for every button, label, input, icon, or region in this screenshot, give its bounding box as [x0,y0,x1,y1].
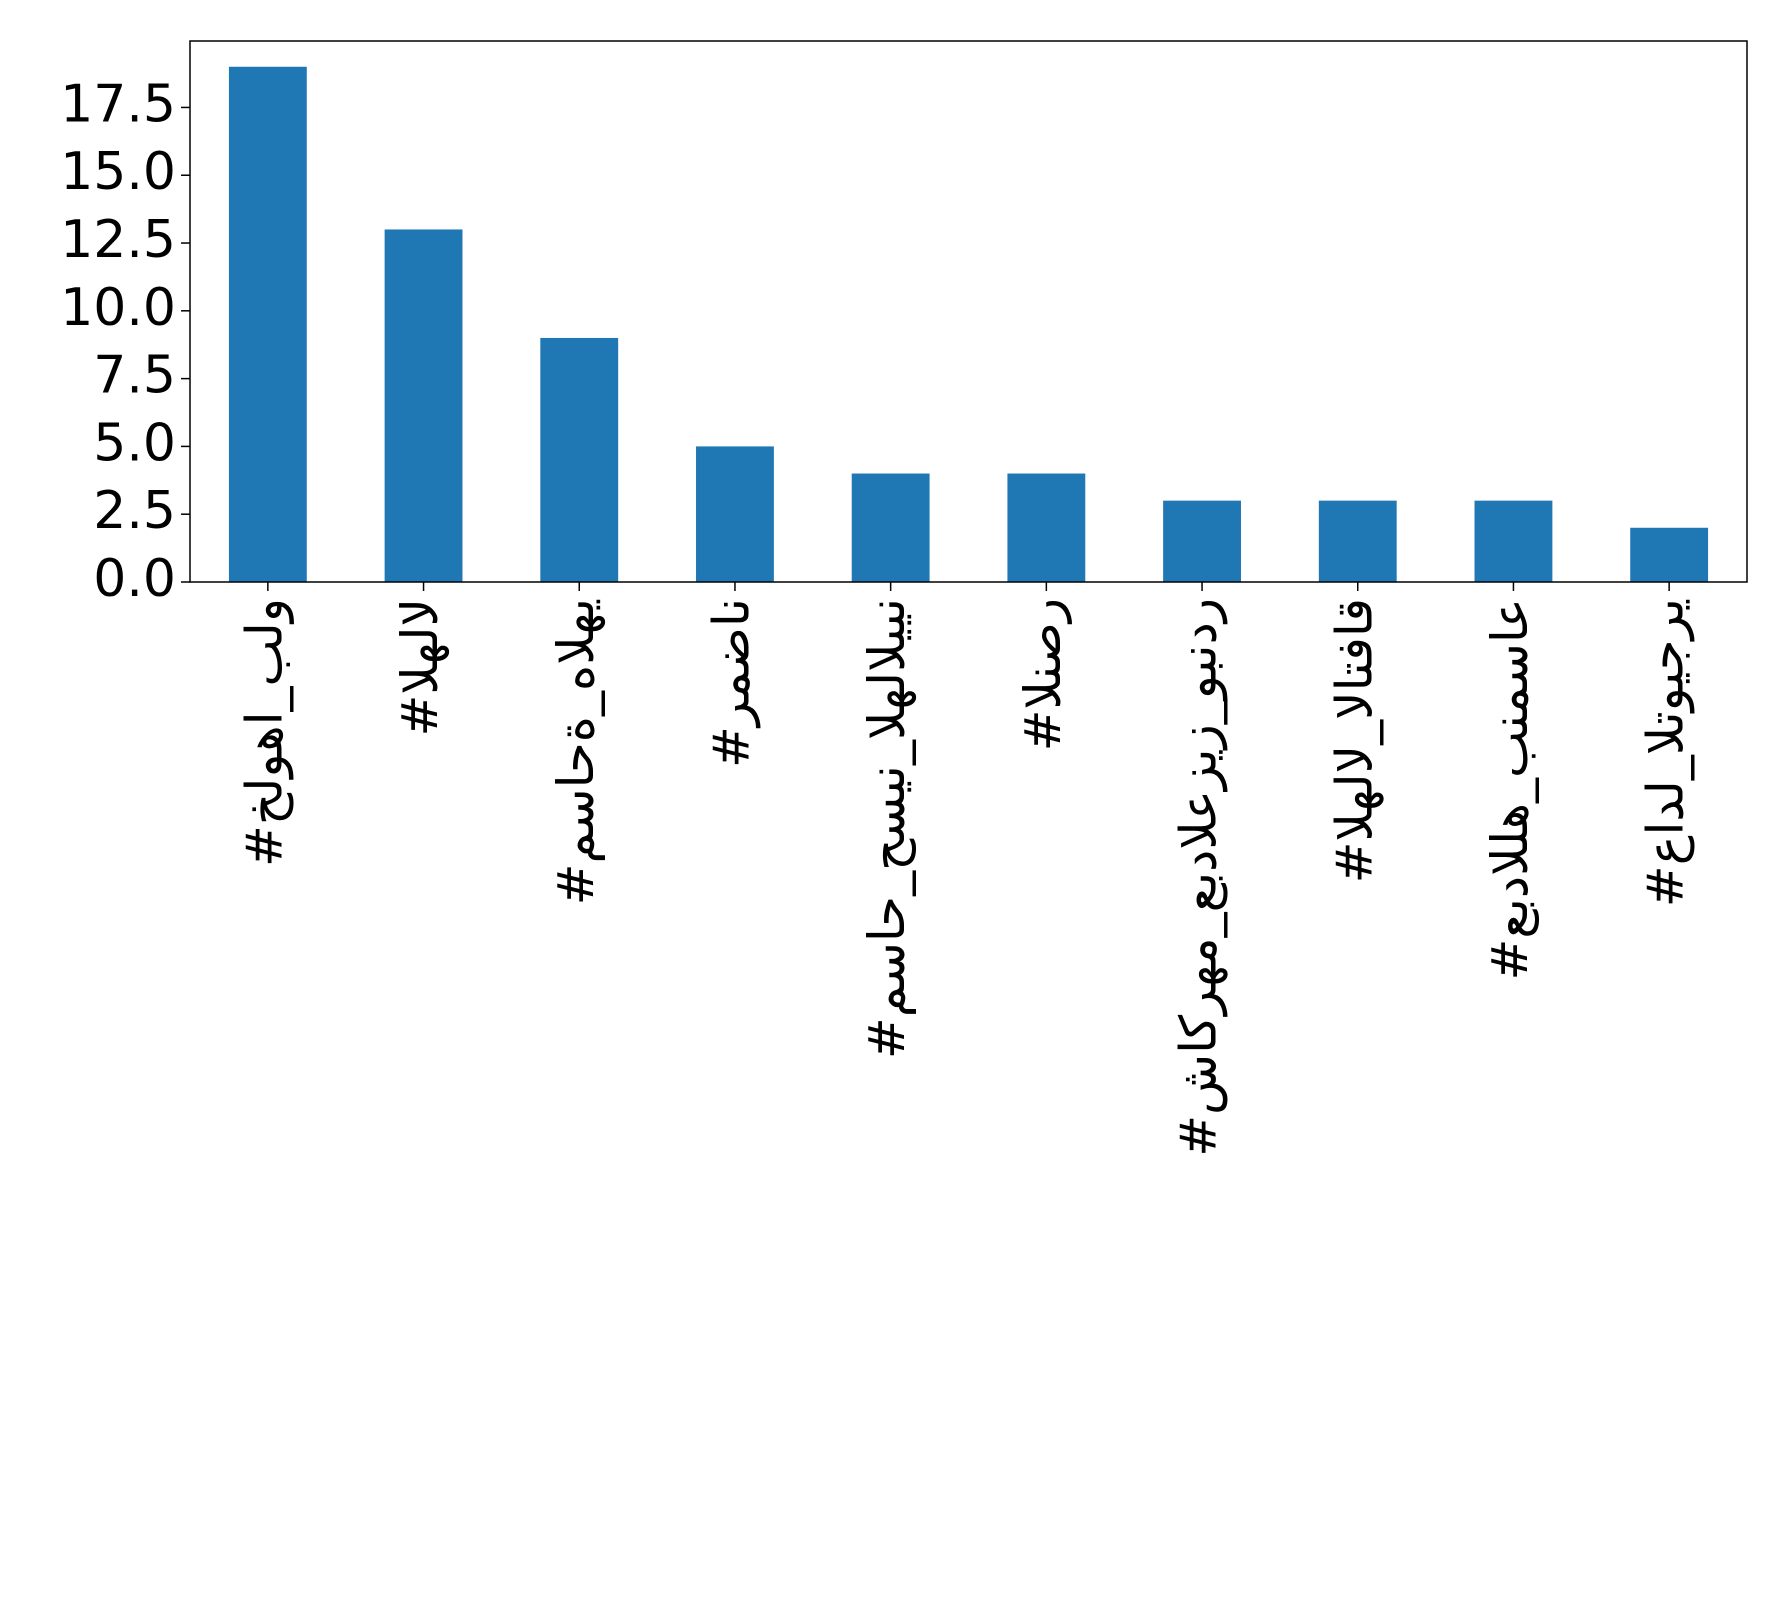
x-tick-label: #خلوها_بلو [235,598,294,867]
bar [1474,500,1553,582]
y-tick-label: 12.5 [60,210,176,270]
bar [228,66,307,582]
x-tick-label: #مساحة_هالهي [547,598,606,905]
bar [1163,500,1241,582]
y-tick-label: 0.0 [93,549,176,609]
x-tick-label: #شاكرهم_عبدالعزيز_وبندر [1170,598,1229,1157]
x-tick-label: #عادل_التويجري [1637,598,1695,907]
bar [696,446,774,582]
y-tick-label: 15.0 [60,142,176,202]
bar [1630,527,1709,582]
y-tick-label: 5.0 [93,413,176,473]
bar [384,229,463,582]
y-tick-label: 7.5 [93,346,176,406]
y-tick-label: 10.0 [60,278,176,338]
bar [1318,500,1397,582]
x-tick-label: #النصر [1014,598,1072,751]
x-tick-label: #عبدالله_بنمساع [1481,598,1540,981]
x-tick-label: #الهلال [391,598,450,737]
y-tick-label: 2.5 [93,481,176,541]
x-tick-label: #رمضان [702,598,760,768]
y-tick-label: 17.5 [60,74,176,134]
plot-frame [189,40,1748,583]
x-tick-label: #الهلال_الاتفاق [1325,598,1384,883]
bar [1007,473,1086,582]
x-tick-label: #مساح_حسين_الهلاليين [858,598,917,1059]
bar [851,473,930,582]
bar [540,337,619,582]
